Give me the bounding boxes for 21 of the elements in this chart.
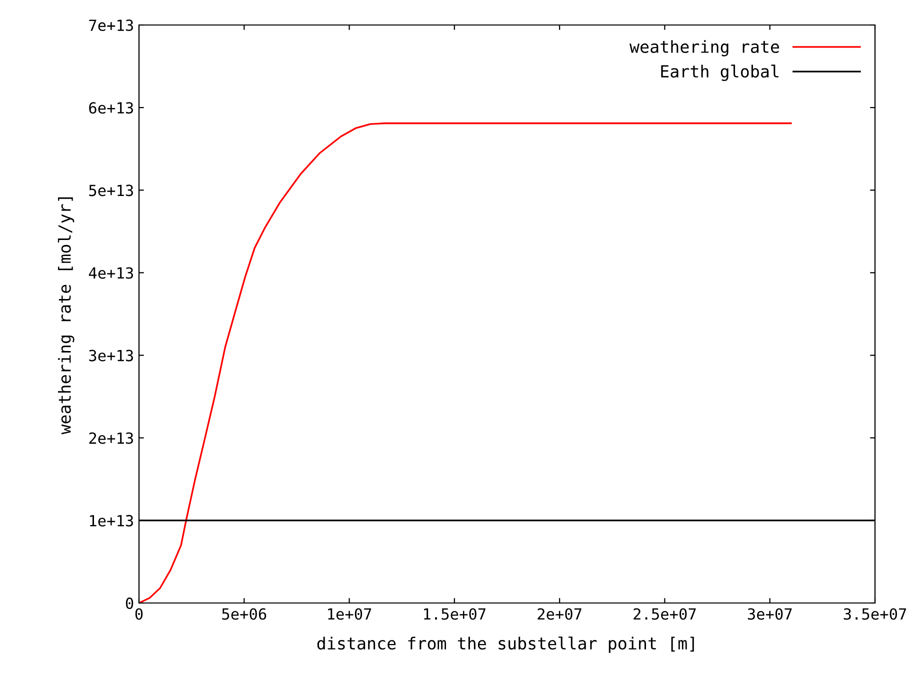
y-tick-label: 6e+13: [89, 102, 133, 114]
line-series: [139, 122, 792, 603]
x-tick-label: 3e+07: [748, 608, 792, 620]
legend-label: Earth global: [661, 64, 778, 81]
y-tick-label: 7e+13: [89, 20, 133, 32]
y-axis-title: weathering rate [mol/yr]: [58, 197, 74, 434]
x-tick-label: 2.5e+07: [634, 608, 696, 620]
x-tick-label: 1.5e+07: [424, 608, 486, 620]
y-tick-label: 0: [126, 598, 134, 610]
x-axis-title: distance from the substellar point [m]: [317, 636, 694, 653]
x-tick-label: 2e+07: [538, 608, 582, 620]
y-tick-label: 4e+13: [88, 267, 133, 279]
y-tick-label: 3e+13: [89, 350, 133, 362]
legend-label: weathering rate: [629, 40, 780, 56]
x-tick-label: 1e+07: [328, 608, 372, 620]
y-tick-label: 2e+13: [89, 432, 133, 444]
x-tick-label: 3.5e+07: [844, 608, 906, 620]
y-tick-label: 5e+13: [89, 184, 133, 196]
x-tick-label: 5e+06: [222, 608, 266, 620]
x-tick-label: 0: [135, 608, 143, 620]
y-tick-label: 1e+13: [90, 514, 133, 526]
